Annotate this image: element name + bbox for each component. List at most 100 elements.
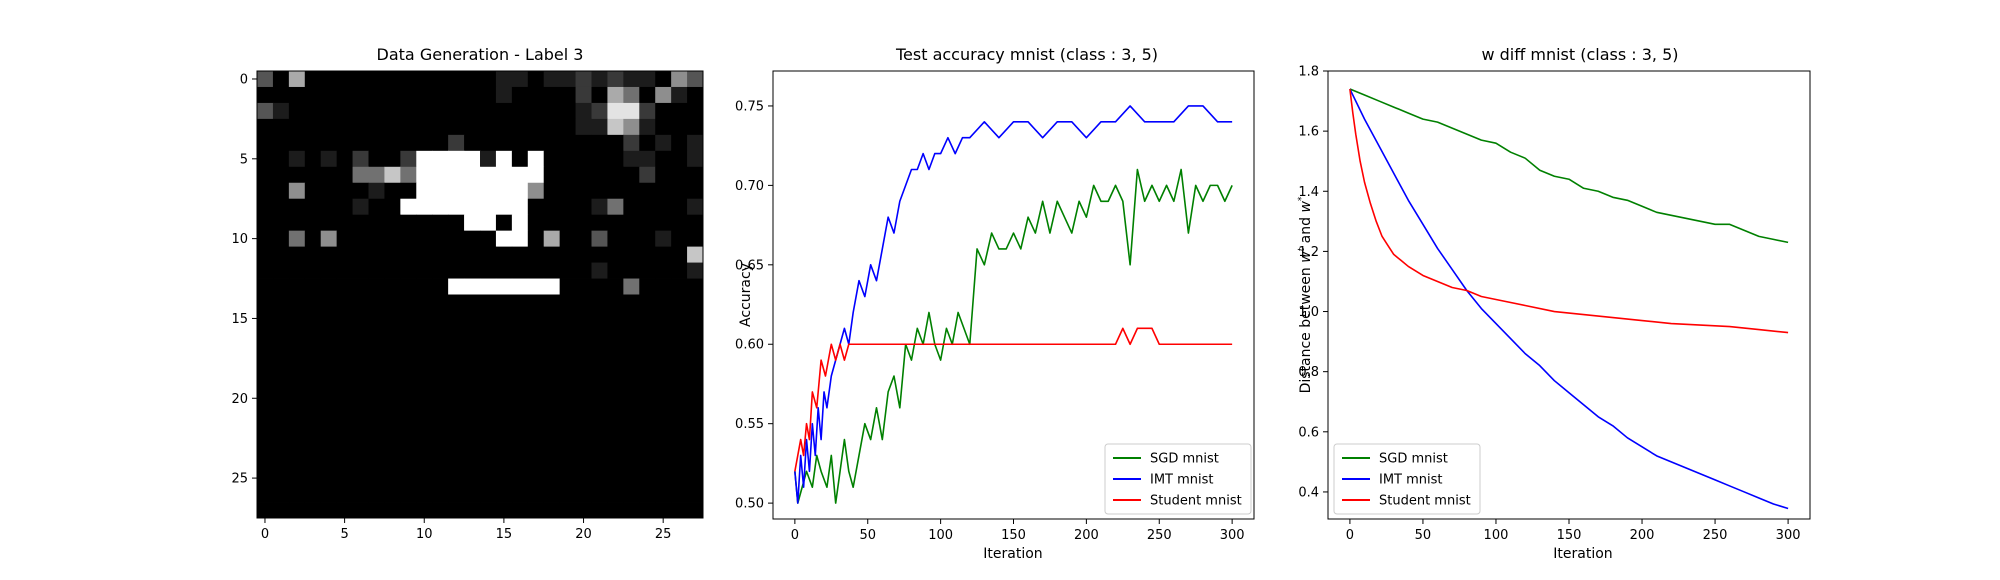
heatmap-cell	[655, 278, 672, 295]
heatmap-cell	[623, 454, 640, 471]
heatmap-cell	[432, 406, 449, 423]
heatmap-cell	[416, 326, 433, 343]
heatmap-x-tick-label: 5	[340, 527, 348, 542]
heatmap-cell	[336, 294, 353, 311]
heatmap-cell	[607, 374, 624, 391]
heatmap-cell	[527, 406, 545, 423]
heatmap-cell	[448, 134, 465, 152]
heatmap-cell	[495, 118, 513, 136]
heatmap-cell	[480, 150, 497, 168]
heatmap-cell	[272, 358, 290, 375]
heatmap-cell	[416, 86, 433, 104]
heatmap-cell	[432, 310, 449, 327]
heatmap-cell	[480, 246, 497, 263]
heatmap-cell	[495, 71, 513, 88]
heatmap-cell	[320, 326, 338, 343]
heatmap-cell	[687, 166, 704, 184]
heatmap-cell	[352, 262, 369, 279]
heatmap-cell	[511, 198, 529, 216]
heatmap-cell	[687, 358, 704, 375]
heatmap-cell	[288, 86, 306, 104]
heatmap-cell	[336, 134, 353, 152]
heatmap-cell	[384, 470, 401, 487]
heatmap-cell	[368, 278, 385, 295]
heatmap-cell	[432, 262, 449, 279]
heatmap-cell	[527, 342, 545, 359]
heatmap-cell	[511, 278, 529, 295]
heatmap-cell	[543, 214, 561, 232]
heatmap-cell	[464, 358, 481, 375]
heatmap-cell	[448, 182, 465, 200]
heatmap-cell	[400, 502, 417, 519]
heatmap-cell	[272, 294, 290, 311]
heatmap-cell	[368, 182, 385, 200]
heatmap-cell	[288, 310, 306, 327]
heatmap-cell	[416, 102, 433, 120]
heatmap-cell	[687, 422, 704, 439]
heatmap-cell	[480, 182, 497, 200]
heatmap-cell	[320, 390, 338, 407]
heatmap-cell	[384, 486, 401, 503]
heatmap-cell	[400, 150, 417, 168]
heatmap-cell	[448, 278, 465, 295]
heatmap-cell	[671, 246, 688, 263]
heatmap-cell	[495, 422, 513, 439]
heatmap-cell	[543, 182, 561, 200]
heatmap-cell	[368, 374, 385, 391]
heatmap-cell	[527, 198, 545, 216]
heatmap-cell	[559, 438, 576, 455]
heatmap-cell	[527, 86, 545, 104]
heatmap-cell	[480, 198, 497, 216]
heatmap-cell	[304, 502, 322, 519]
heatmap-cell	[384, 438, 401, 455]
heatmap-cell	[400, 310, 417, 327]
heatmap-cell	[416, 262, 433, 279]
heatmap-cell	[352, 390, 369, 407]
heatmap-cell	[257, 262, 274, 279]
wdiff-y-label-sup2: *	[1297, 196, 1307, 201]
heatmap-cell	[384, 374, 401, 391]
heatmap-cell	[527, 294, 545, 311]
heatmap-cell	[527, 310, 545, 327]
heatmap-cell	[687, 262, 704, 279]
heatmap-cell	[527, 71, 545, 88]
heatmap-cell	[511, 166, 529, 184]
heatmap-cell	[639, 502, 656, 519]
heatmap-cell	[623, 422, 640, 439]
heatmap-cell	[543, 438, 561, 455]
heatmap-cell	[591, 71, 608, 88]
heatmap-cell	[687, 502, 704, 519]
heatmap-cell	[543, 374, 561, 391]
wdiff-series-0-line	[1349, 88, 1789, 244]
heatmap-cell	[639, 71, 656, 88]
heatmap-cell	[384, 342, 401, 359]
heatmap-cell	[543, 166, 561, 184]
heatmap-cell	[687, 71, 704, 88]
heatmap-cell	[336, 454, 353, 471]
heatmap-cell	[304, 246, 322, 263]
heatmap-cell	[623, 262, 640, 279]
heatmap-cell	[257, 326, 274, 343]
heatmap-cell	[464, 390, 481, 407]
heatmap-cell	[432, 422, 449, 439]
heatmap-cell	[257, 406, 274, 423]
heatmap-cell	[671, 406, 688, 423]
heatmap-cell	[511, 406, 529, 423]
heatmap-cell	[352, 470, 369, 487]
accuracy-legend-label: SGD mnist	[1150, 452, 1219, 467]
heatmap-cell	[527, 166, 545, 184]
heatmap-cell	[288, 406, 306, 423]
heatmap-cell	[639, 294, 656, 311]
heatmap-cell	[368, 438, 385, 455]
heatmap-cell	[671, 470, 688, 487]
heatmap-cell	[336, 166, 353, 184]
heatmap-cell	[400, 102, 417, 120]
heatmap-cell	[384, 502, 401, 519]
heatmap-cell	[639, 166, 656, 184]
heatmap-cell	[495, 214, 513, 232]
heatmap-x-tick-label: 0	[261, 527, 269, 542]
heatmap-cell	[432, 182, 449, 200]
heatmap-cell	[495, 502, 513, 519]
heatmap-cell	[257, 118, 274, 136]
heatmap-cell	[448, 86, 465, 104]
